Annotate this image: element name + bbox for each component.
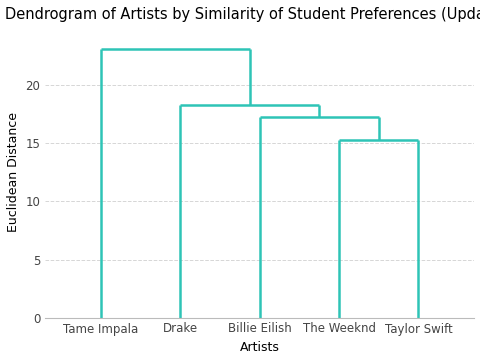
Y-axis label: Euclidean Distance: Euclidean Distance	[7, 113, 20, 232]
X-axis label: Artists: Artists	[239, 341, 279, 354]
Title: Dendrogram of Artists by Similarity of Student Preferences (Updated): Dendrogram of Artists by Similarity of S…	[5, 7, 480, 22]
